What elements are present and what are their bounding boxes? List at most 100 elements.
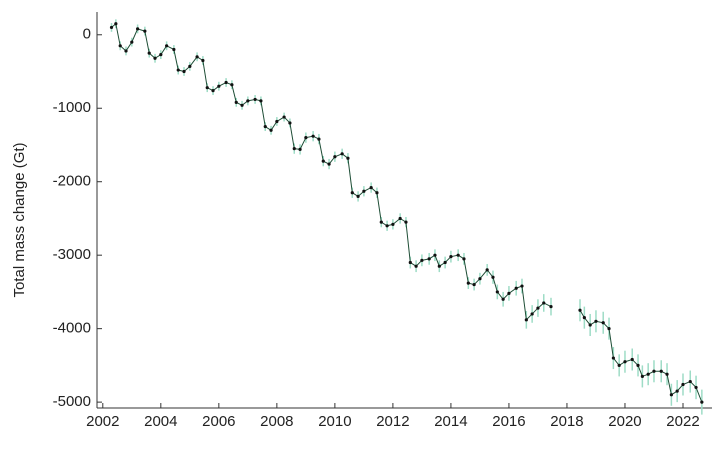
data-point [669,393,673,397]
data-point [263,125,267,129]
x-tick-label: 2018 [550,413,583,430]
data-point [172,47,176,52]
data-point [385,224,389,228]
data-point [414,264,418,268]
data-point [398,216,402,221]
data-point [362,189,366,193]
data-point [147,51,151,55]
y-tick-label: -2000 [53,173,91,190]
data-point [675,389,679,393]
data-point [211,89,215,93]
y-tick-label: -1000 [53,99,91,116]
data-point [601,321,605,325]
x-tick-label: 2020 [608,413,641,430]
data-point [130,40,134,44]
data-point [623,360,627,364]
x-tick-label: 2004 [144,413,177,430]
data-point [375,191,379,195]
data-point [700,400,704,404]
data-point [275,119,279,124]
data-point [340,152,344,156]
data-point [659,369,663,373]
y-tick-label: 0 [83,26,91,43]
data-point [594,319,598,323]
data-point [437,264,441,268]
data-point [501,297,505,301]
data-point [688,379,692,384]
x-tick-label: 2006 [202,413,235,430]
data-point [611,356,615,360]
data-point [288,121,292,125]
data-point [456,253,460,257]
x-tick-label: 2002 [86,413,119,430]
data-point [159,53,163,57]
x-tick-label: 2014 [434,413,467,430]
data-point [182,69,186,74]
data-point [298,147,302,151]
y-tick-label: -3000 [53,246,91,263]
data-point [333,155,337,159]
data-point [495,290,499,294]
data-point [269,128,273,132]
data-point [427,257,431,261]
data-point [449,255,453,259]
data-point [136,27,140,31]
data-point [292,147,296,151]
data-point [253,97,257,102]
data-point [124,49,128,53]
data-point [234,100,238,104]
data-point [391,222,395,226]
data-point [346,156,350,160]
data-point [205,86,209,90]
data-point [321,159,325,163]
data-point [588,323,592,327]
data-point [640,374,644,379]
line [579,310,703,403]
x-tick-label: 2012 [376,413,409,430]
data-point [165,44,169,48]
data-point [327,162,331,166]
data-point [259,99,263,103]
data-point [246,99,250,103]
data-point [433,253,437,257]
data-point [404,220,408,224]
data-point [536,306,540,310]
y-axis-label: Total mass change (Gt) [11,142,28,297]
data-point [195,55,199,59]
data-point [217,84,221,88]
data-point [472,282,476,287]
data-point [542,301,546,305]
data-point [681,382,685,387]
data-point [549,305,553,309]
line [111,22,552,321]
data-point [443,260,447,265]
data-point [478,277,482,281]
data-point [578,308,582,312]
data-point [114,22,118,26]
data-point [507,291,511,295]
data-point [530,312,534,316]
data-point [694,385,698,390]
data-point [379,220,383,224]
data-point [520,284,524,288]
data-point [514,286,518,290]
data-point [617,363,621,367]
data-point [462,257,466,261]
data-point [201,58,205,63]
data-point [607,327,611,331]
data-point [230,83,234,87]
data-point [356,194,360,199]
x-tick-label: 2022 [666,413,699,430]
data-point [143,29,147,33]
data-point [311,134,315,138]
data-point [224,80,228,85]
data-point [491,275,495,279]
data-point [636,363,640,367]
data-point [485,268,489,272]
data-point [118,44,122,48]
data-point [408,260,412,265]
x-tick-label: 2010 [318,413,351,430]
data-point [665,372,669,376]
data-point [109,25,114,30]
data-point [369,185,373,190]
